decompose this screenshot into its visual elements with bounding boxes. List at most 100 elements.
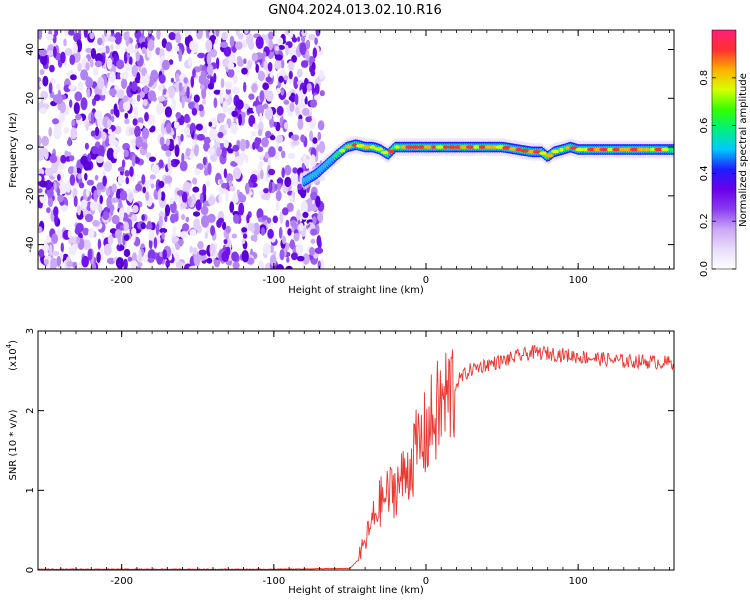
spectrogram-frame: [37, 29, 675, 270]
heatmap-cell: [73, 165, 77, 177]
heatmap-cell: [46, 188, 54, 198]
spectrogram-ylabel: Frequency (Hz): [8, 112, 19, 188]
heatmap-cell: [257, 70, 265, 82]
heatmap-cell: [164, 204, 171, 217]
heatmap-cell: [136, 94, 141, 102]
heatmap-cell: [202, 125, 208, 135]
heatmap-cell: [155, 223, 160, 236]
y-tick-label: 0: [25, 567, 36, 573]
heatmap-cell: [107, 119, 112, 129]
heatmap-cell: [102, 175, 107, 187]
heatmap-cell: [189, 229, 197, 237]
heatmap-cell: [181, 191, 188, 204]
heatmap-cell: [123, 258, 128, 269]
heatmap-cell: [170, 77, 174, 83]
heatmap-cell: [203, 142, 210, 152]
heatmap-cell: [125, 176, 130, 185]
heatmap-cell: [124, 170, 130, 177]
heatmap-cell: [205, 39, 213, 52]
heatmap-cell: [69, 99, 73, 108]
heatmap-cell: [85, 121, 89, 131]
heatmap-cell: [163, 89, 167, 95]
heatmap-cell: [122, 72, 128, 80]
heatmap-cell: [308, 33, 316, 41]
heatmap-cell: [288, 70, 293, 80]
heatmap-cell: [290, 219, 297, 228]
heatmap-cell: [290, 134, 299, 141]
heatmap-cell: [38, 30, 43, 40]
heatmap-cell: [43, 259, 49, 265]
heatmap-cell: [309, 99, 318, 108]
heatmap-cell: [209, 35, 217, 41]
heatmap-cell: [263, 188, 269, 194]
heatmap-cell: [152, 96, 157, 102]
heatmap-cell: [202, 183, 207, 196]
heatmap-cell: [69, 54, 76, 66]
heatmap-cell: [38, 149, 44, 161]
heatmap-cell: [261, 215, 269, 221]
heatmap-cell: [310, 69, 316, 77]
heatmap-cell: [207, 83, 214, 90]
ridge-hotspot: [387, 149, 395, 154]
heatmap-cell: [174, 121, 180, 129]
heatmap-cell: [220, 41, 229, 48]
heatmap-cell: [168, 86, 175, 99]
heatmap-cell: [104, 45, 110, 54]
heatmap-cell: [91, 262, 97, 269]
heatmap-cell: [317, 131, 322, 141]
heatmap-cell: [246, 214, 250, 224]
heatmap-cell: [49, 244, 53, 257]
heatmap-cell: [175, 112, 182, 119]
heatmap-cell: [268, 39, 274, 51]
heatmap-cell: [295, 243, 304, 255]
ridge-hotspot: [484, 145, 492, 149]
heatmap-cell: [217, 131, 224, 139]
heatmap-cell: [80, 155, 89, 166]
ridge-hotspot: [649, 147, 656, 152]
heatmap-cell: [270, 243, 274, 254]
heatmap-cell: [158, 74, 166, 84]
heatmap-cell: [136, 72, 141, 82]
heatmap-cell: [285, 44, 289, 56]
heatmap-cell: [97, 116, 105, 129]
heatmap-cell: [77, 81, 84, 91]
heatmap-cell: [260, 169, 264, 180]
heatmap-cell: [305, 116, 312, 123]
heatmap-cell: [178, 238, 184, 246]
heatmap-cell: [96, 182, 105, 191]
heatmap-cell: [77, 173, 82, 180]
heatmap-cell: [60, 204, 68, 212]
ridge-hotspot: [339, 148, 346, 153]
ridge-hotspot: [661, 147, 669, 152]
heatmap-cell: [127, 256, 133, 262]
heatmap-cell: [69, 155, 75, 162]
heatmap-cell: [46, 50, 54, 56]
heatmap-cell: [220, 78, 225, 89]
heatmap-cell: [147, 30, 153, 34]
heatmap-cell: [276, 178, 284, 184]
heatmap-cell: [300, 60, 309, 68]
heatmap-cell: [310, 154, 316, 164]
heatmap-cell: [187, 56, 192, 67]
heatmap-cell: [241, 250, 249, 263]
heatmap-cell: [48, 82, 53, 94]
heatmap-cell: [111, 214, 120, 225]
heatmap-cell: [228, 180, 233, 188]
heatmap-cell: [314, 247, 324, 254]
heatmap-cell: [168, 59, 174, 65]
heatmap-cell: [221, 31, 228, 41]
heatmap-cell: [180, 202, 187, 209]
heatmap-cell: [192, 177, 198, 185]
heatmap-cell: [119, 190, 128, 201]
heatmap-cell: [60, 154, 67, 164]
heatmap-cell: [267, 228, 274, 239]
heatmap-cell: [193, 253, 201, 266]
heatmap-cell: [204, 232, 208, 239]
ridge-hotspot: [551, 149, 560, 154]
heatmap-cell: [305, 39, 311, 50]
colorbar-tick-label: 0.6: [699, 118, 710, 134]
heatmap-cell: [231, 194, 239, 204]
heatmap-cell: [141, 47, 147, 55]
heatmap-cell: [222, 221, 227, 231]
ridge-hotspot: [431, 145, 436, 149]
